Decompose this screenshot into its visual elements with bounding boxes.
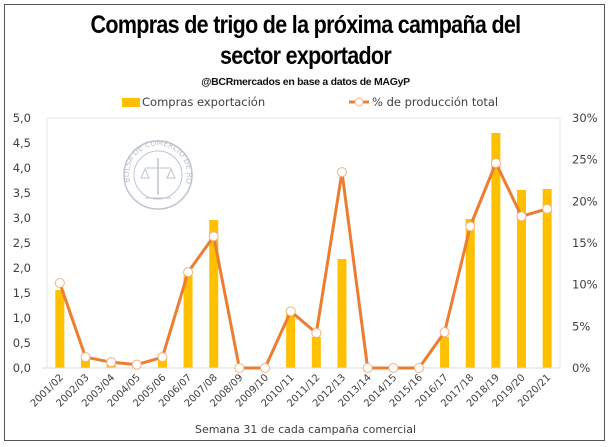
y-tick-label: 3,0 [13, 211, 31, 225]
watermark-text: BOLSA DE COMERCIO DE ROSARIO [0, 0, 194, 185]
bar [465, 219, 475, 368]
y-tick-label: 4,5 [13, 136, 31, 150]
y-tick-label: 5,0 [13, 111, 31, 125]
y-tick-label: 2,5 [13, 236, 31, 250]
line-marker [106, 357, 117, 368]
legend: Compras exportación % de producción tota… [0, 95, 611, 111]
legend-item-bars: Compras exportación [122, 95, 265, 109]
x-axis-title: Semana 31 de cada campaña comercial [194, 423, 417, 436]
chart-title: Compras de trigo de la próxima campaña d… [43, 10, 568, 72]
bar [311, 337, 321, 368]
legend-label-bars: Compras exportación [142, 95, 266, 109]
bar [337, 259, 347, 368]
legend-swatch-line [349, 97, 369, 107]
y-tick-label: 2,0 [13, 261, 31, 275]
line-marker [234, 363, 245, 373]
y-axis-left: 0,0 0,5 1,0 1,5 2,0 2,5 3,0 3,5 4,0 4,5 5,0 [13, 111, 31, 375]
chart-subtitle: @BCRmercados en base a datos de MAGyP [201, 76, 410, 88]
line-marker [516, 211, 527, 222]
bar [440, 337, 450, 368]
line-marker [260, 363, 271, 373]
y-tick-label: 0,5 [13, 336, 31, 350]
legend-label-line: % de producción total [372, 95, 499, 109]
bar [491, 133, 501, 368]
line-marker [208, 231, 219, 242]
y2-tick-label: 30% [572, 111, 598, 125]
line-marker [439, 327, 450, 338]
line-marker [465, 221, 476, 232]
bar [157, 357, 167, 368]
y-tick-label: 0,0 [13, 361, 31, 375]
bar [55, 290, 65, 368]
bar [542, 189, 552, 368]
y-tick-label: 3,5 [13, 186, 31, 200]
y-tick-label: 1,0 [13, 311, 31, 325]
chart-title-line-1: Compras de trigo de la próxima campaña d… [90, 11, 522, 39]
legend-item-line: % de producción total [348, 95, 498, 109]
chart-title-line-2: sector exportador [219, 42, 392, 70]
bar [80, 357, 90, 368]
y2-tick-label: 20% [572, 194, 598, 208]
x-axis: 2001/022002/032003/042004/052005/062006/… [29, 372, 554, 409]
y2-tick-label: 5% [572, 319, 590, 333]
line-marker [80, 352, 91, 363]
line-marker [131, 359, 142, 370]
bar [209, 220, 219, 368]
line-series [54, 158, 553, 373]
line-marker [362, 363, 373, 373]
line-marker [157, 352, 168, 363]
line-marker [542, 203, 553, 214]
bar [517, 190, 527, 368]
line-marker [285, 306, 296, 317]
line-marker [413, 363, 424, 373]
y2-tick-label: 25% [572, 153, 598, 167]
line-marker [490, 158, 501, 168]
line-marker [54, 278, 65, 288]
y2-tick-label: 15% [572, 236, 598, 250]
y2-tick-label: 10% [572, 278, 598, 292]
line-marker [388, 363, 399, 373]
line-marker [336, 167, 347, 178]
line-marker [311, 328, 322, 338]
y-tick-label: 4,0 [13, 161, 31, 175]
line-marker [183, 267, 194, 278]
bar-series [55, 133, 552, 368]
bar [183, 275, 193, 368]
watermark-logo: BOLSA DE COMERCIO DE ROSARIO [0, 0, 194, 210]
bar [286, 314, 296, 368]
y-tick-label: 1,5 [13, 286, 31, 300]
legend-swatch-bar [122, 97, 140, 107]
y2-tick-label: 0% [572, 361, 590, 375]
y-axis-right: 0% 5% 10% 15% 20% 25% 30% [572, 111, 598, 375]
